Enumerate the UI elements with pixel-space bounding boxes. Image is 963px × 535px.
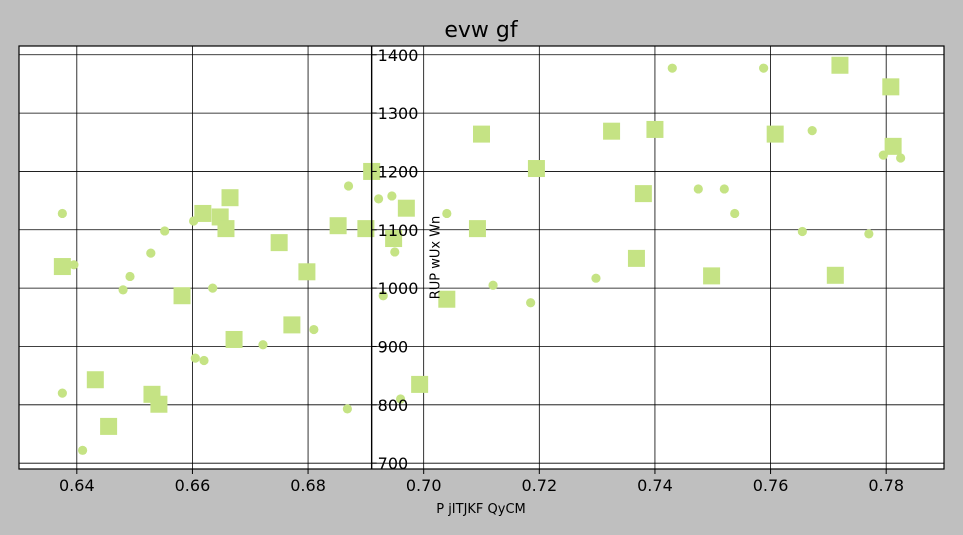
x-tick-label: 0.70 — [406, 476, 442, 495]
circle-marker — [342, 404, 352, 414]
square-marker — [100, 417, 118, 435]
circle-marker — [309, 324, 319, 335]
circle-marker — [387, 191, 397, 201]
circle-marker — [146, 248, 156, 258]
plot-frame — [18, 45, 945, 470]
circle-marker — [69, 260, 79, 270]
square-marker — [86, 371, 104, 389]
y-tick-label: 1000 — [378, 279, 419, 298]
square-marker — [766, 125, 784, 143]
circle-marker — [160, 226, 170, 236]
x-axis-ticks: 0.64 0.66 0.68 0.70 0.72 0.74 0.76 0.78 — [59, 469, 904, 495]
square-marker — [884, 137, 902, 155]
circle-marker — [57, 388, 67, 398]
square-marker — [411, 375, 429, 393]
circle-marker — [199, 355, 209, 366]
grid-lines — [19, 46, 944, 469]
circle-marker — [395, 394, 406, 404]
circle-marker — [118, 285, 128, 295]
y-tick-label: 1400 — [378, 46, 419, 65]
circle-marker — [797, 226, 807, 237]
square-marker — [173, 287, 191, 305]
square-marker — [473, 125, 490, 143]
plot-area — [19, 46, 944, 469]
y-tick-label: 1300 — [378, 104, 419, 123]
square-marker — [283, 316, 301, 334]
circle-marker — [526, 298, 536, 308]
square-marker — [603, 122, 621, 140]
square-marker — [831, 56, 849, 74]
circle-marker — [896, 153, 906, 163]
square-marker — [194, 204, 212, 222]
x-tick-label: 0.74 — [637, 476, 673, 495]
circle-marker — [693, 184, 703, 194]
circle-marker — [667, 63, 677, 73]
circle-marker — [878, 150, 888, 160]
circle-marker — [343, 181, 354, 191]
x-tick-label: 0.64 — [59, 476, 95, 495]
data-markers — [53, 56, 906, 455]
circle-marker — [442, 208, 452, 219]
circle-marker — [258, 340, 268, 350]
square-marker — [329, 217, 347, 235]
circle-marker — [390, 247, 400, 257]
y-tick-label: 1200 — [378, 162, 419, 181]
circle-marker — [864, 229, 874, 239]
y-tick-label: 800 — [378, 396, 409, 415]
y-tick-label: 700 — [378, 454, 409, 473]
square-marker — [225, 330, 243, 348]
square-marker — [438, 290, 456, 308]
x-tick-label: 0.72 — [522, 476, 558, 495]
y-tick-label: 900 — [378, 337, 409, 356]
x-tick-label: 0.78 — [868, 476, 904, 495]
circle-marker — [719, 184, 729, 194]
square-marker — [468, 220, 486, 238]
circle-marker — [57, 208, 67, 219]
square-marker — [221, 189, 239, 207]
circle-marker — [591, 273, 601, 283]
square-marker — [703, 267, 721, 285]
square-marker — [627, 249, 645, 267]
circle-marker — [77, 445, 88, 455]
y-axis-ticks: 700 800 900 1000 1100 1200 1300 1400 — [371, 46, 419, 473]
circle-marker — [730, 208, 740, 219]
square-marker — [357, 220, 375, 238]
x-tick-label: 0.76 — [753, 476, 789, 495]
circle-marker — [759, 63, 769, 73]
chart-title: evw gf — [444, 18, 519, 43]
circle-marker — [208, 283, 218, 293]
square-marker — [217, 220, 235, 238]
circle-marker — [125, 271, 135, 282]
circle-marker — [190, 353, 200, 363]
square-marker — [53, 258, 71, 276]
circle-marker — [807, 126, 817, 136]
square-marker — [270, 234, 288, 252]
square-marker — [646, 120, 664, 138]
y-tick-label: 1100 — [378, 221, 419, 240]
square-marker — [826, 266, 844, 284]
circle-marker — [488, 280, 498, 290]
square-marker — [634, 185, 652, 203]
circle-marker — [378, 291, 388, 301]
square-marker — [527, 160, 545, 178]
circle-marker — [373, 194, 384, 204]
square-marker — [385, 230, 403, 248]
square-marker — [882, 78, 900, 96]
circle-marker — [188, 216, 199, 226]
square-marker — [397, 199, 415, 217]
x-tick-label: 0.68 — [290, 476, 326, 495]
square-marker — [298, 263, 316, 281]
square-marker — [150, 395, 168, 413]
y-axis-label: RUP wUx Wn — [429, 216, 444, 300]
x-axis-label: P jITJKF QyCM — [436, 502, 526, 517]
x-tick-label: 0.66 — [175, 476, 211, 495]
